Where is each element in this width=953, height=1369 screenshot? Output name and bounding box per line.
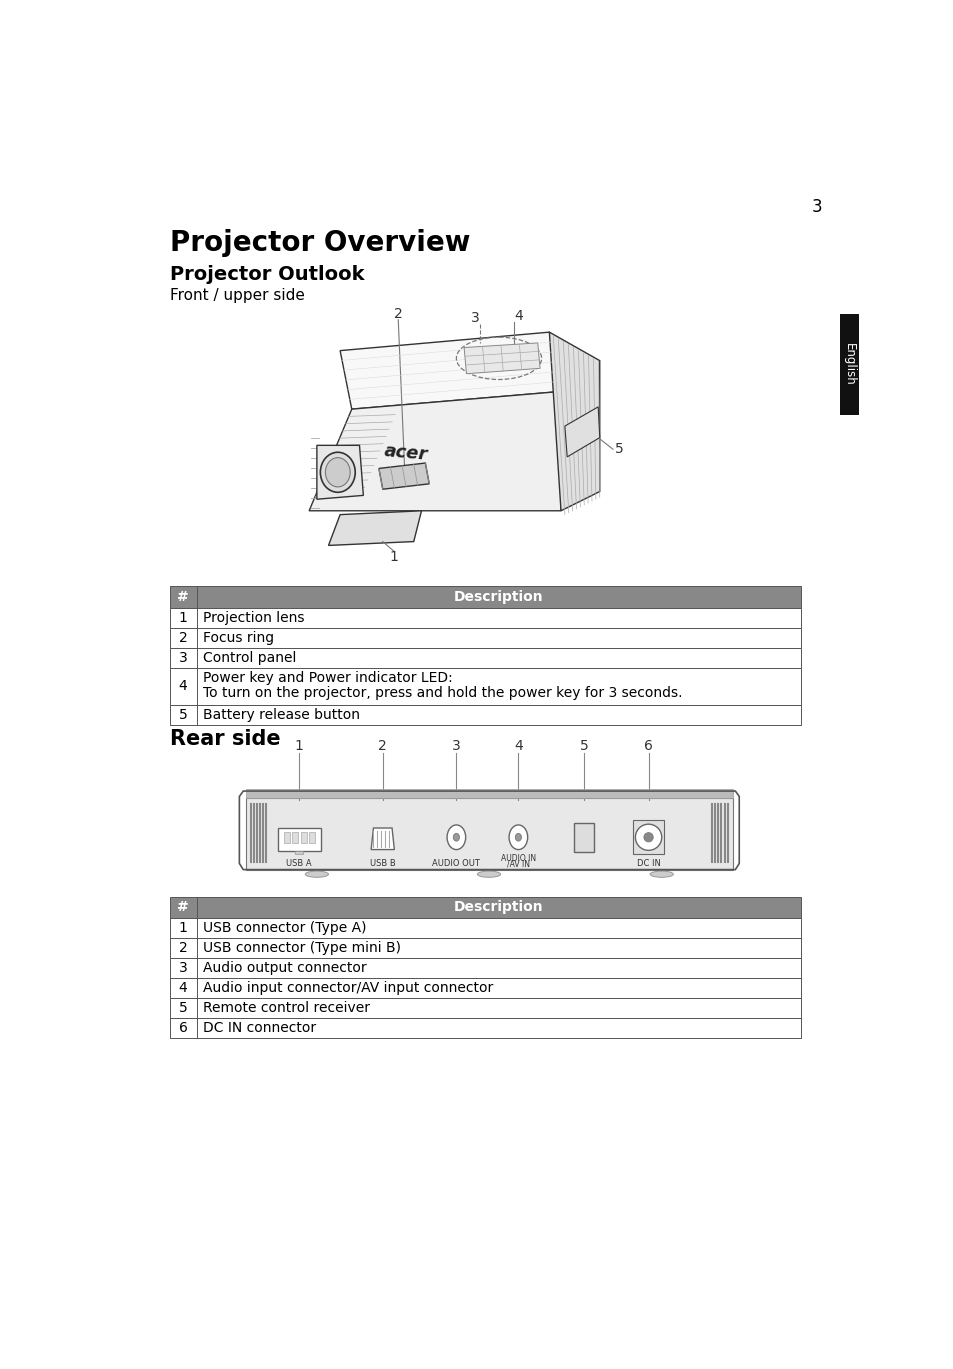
Text: AUDIO IN: AUDIO IN xyxy=(500,854,536,864)
Text: Power key and Power indicator LED:: Power key and Power indicator LED: xyxy=(203,671,453,684)
Text: 1: 1 xyxy=(294,739,303,753)
Text: Rear side: Rear side xyxy=(170,728,280,749)
Text: 2: 2 xyxy=(178,941,188,956)
Text: AUDIO OUT: AUDIO OUT xyxy=(432,858,479,868)
Bar xyxy=(170,608,801,628)
Ellipse shape xyxy=(325,457,350,487)
Text: 2: 2 xyxy=(178,631,188,645)
Polygon shape xyxy=(549,333,599,511)
Bar xyxy=(170,705,801,724)
Bar xyxy=(170,897,801,919)
Bar xyxy=(170,648,801,668)
Ellipse shape xyxy=(320,452,355,493)
Text: #: # xyxy=(177,590,189,604)
Text: Control panel: Control panel xyxy=(203,650,296,665)
Bar xyxy=(170,958,801,979)
Text: 1: 1 xyxy=(390,550,398,564)
Polygon shape xyxy=(564,407,599,457)
Text: /AV IN: /AV IN xyxy=(506,860,529,869)
Text: Projector Outlook: Projector Outlook xyxy=(170,264,364,283)
Ellipse shape xyxy=(649,871,673,878)
Bar xyxy=(170,979,801,998)
Ellipse shape xyxy=(509,826,527,850)
Text: DC IN: DC IN xyxy=(636,858,659,868)
Bar xyxy=(633,820,663,854)
Polygon shape xyxy=(309,392,560,511)
Bar xyxy=(283,832,290,843)
Ellipse shape xyxy=(476,871,500,878)
Bar xyxy=(170,1019,801,1038)
Circle shape xyxy=(635,824,661,850)
Text: #: # xyxy=(177,901,189,914)
Text: 5: 5 xyxy=(615,442,623,456)
Bar xyxy=(574,823,594,852)
Text: Description: Description xyxy=(454,901,543,914)
Bar xyxy=(840,315,858,415)
Text: DC IN connector: DC IN connector xyxy=(203,1021,315,1035)
Bar xyxy=(300,832,307,843)
Text: 1: 1 xyxy=(178,921,188,935)
Polygon shape xyxy=(316,445,363,500)
Text: 5: 5 xyxy=(178,708,188,721)
Text: 6: 6 xyxy=(178,1021,188,1035)
Text: Audio input connector/AV input connector: Audio input connector/AV input connector xyxy=(203,982,493,995)
Polygon shape xyxy=(371,828,394,850)
Polygon shape xyxy=(378,463,429,489)
Text: 4: 4 xyxy=(514,739,522,753)
Text: USB connector (Type A): USB connector (Type A) xyxy=(203,921,366,935)
Bar xyxy=(245,798,732,869)
Text: Focus ring: Focus ring xyxy=(203,631,274,645)
Ellipse shape xyxy=(453,834,459,841)
Bar xyxy=(245,789,732,798)
Bar xyxy=(170,919,801,938)
Text: 2: 2 xyxy=(394,308,402,322)
Polygon shape xyxy=(328,511,421,545)
Bar xyxy=(292,832,298,843)
Text: 2: 2 xyxy=(378,739,387,753)
Text: USB connector (Type mini B): USB connector (Type mini B) xyxy=(203,941,400,956)
Text: Projector Overview: Projector Overview xyxy=(170,229,470,257)
Text: USB B: USB B xyxy=(370,858,395,868)
Text: 4: 4 xyxy=(178,982,188,995)
Text: USB A: USB A xyxy=(286,858,312,868)
Text: 3: 3 xyxy=(452,739,460,753)
Text: 6: 6 xyxy=(643,739,652,753)
Ellipse shape xyxy=(305,871,328,878)
Text: Projection lens: Projection lens xyxy=(203,611,304,624)
Ellipse shape xyxy=(447,826,465,850)
Bar xyxy=(170,998,801,1019)
Text: 5: 5 xyxy=(178,1001,188,1016)
Text: English: English xyxy=(841,344,855,386)
Circle shape xyxy=(643,832,653,842)
Bar xyxy=(309,832,315,843)
Text: 3: 3 xyxy=(178,961,188,975)
Bar xyxy=(278,828,320,852)
Text: Audio output connector: Audio output connector xyxy=(203,961,366,975)
Text: Remote control receiver: Remote control receiver xyxy=(203,1001,370,1016)
Bar xyxy=(170,628,801,648)
Text: 5: 5 xyxy=(579,739,588,753)
Text: 1: 1 xyxy=(178,611,188,624)
Text: Front / upper side: Front / upper side xyxy=(170,287,304,303)
Text: 3: 3 xyxy=(811,197,821,216)
Bar xyxy=(294,852,303,854)
Bar xyxy=(170,668,801,705)
Polygon shape xyxy=(340,333,560,409)
Text: acer: acer xyxy=(383,442,428,464)
Text: 4: 4 xyxy=(178,679,188,693)
Text: 4: 4 xyxy=(514,309,522,323)
Text: 3: 3 xyxy=(178,650,188,665)
Text: Battery release button: Battery release button xyxy=(203,708,359,721)
Bar xyxy=(170,938,801,958)
Text: Description: Description xyxy=(454,590,543,604)
Ellipse shape xyxy=(515,834,521,841)
Bar xyxy=(170,586,801,608)
Text: To turn on the projector, press and hold the power key for 3 seconds.: To turn on the projector, press and hold… xyxy=(203,686,681,701)
Text: 3: 3 xyxy=(471,311,479,326)
Polygon shape xyxy=(464,342,539,374)
